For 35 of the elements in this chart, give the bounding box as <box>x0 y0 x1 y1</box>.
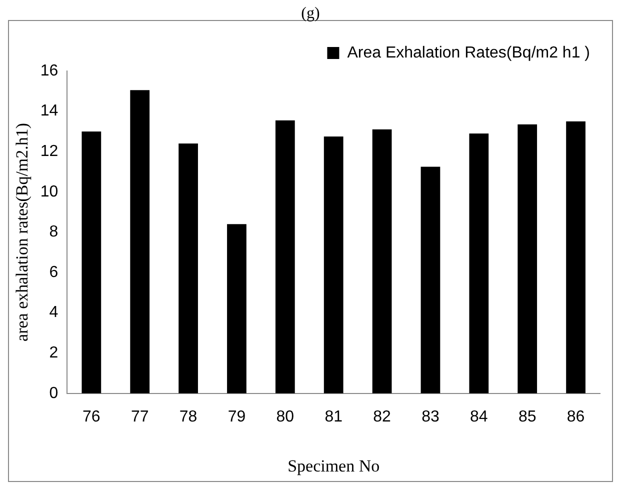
bar <box>275 120 295 394</box>
x-axis-title: Specimen No <box>288 456 380 476</box>
bar <box>324 136 344 394</box>
x-tick-label: 77 <box>130 408 149 426</box>
y-tick-label: 12 <box>40 143 58 160</box>
bar <box>227 224 246 394</box>
x-tick-label: 81 <box>324 408 343 426</box>
x-tick-label: 82 <box>373 408 392 426</box>
chart-title: (g) <box>300 5 321 22</box>
bar <box>130 90 150 394</box>
x-tick-label: 80 <box>276 408 294 426</box>
y-axis-title: area exhalation rates(Bq/m2.h1) <box>12 122 32 342</box>
bar <box>469 133 489 394</box>
x-tick-label: 78 <box>179 408 198 426</box>
legend-label: Area Exhalation Rates(Bq/m2 h1 ) <box>347 44 590 62</box>
bar <box>372 129 392 394</box>
y-tick-label: 8 <box>49 224 58 241</box>
y-tick-label: 14 <box>40 102 58 120</box>
y-tick-label: 0 <box>49 384 58 402</box>
bar <box>420 166 440 394</box>
x-tick-label: 79 <box>228 408 246 426</box>
x-tick-label: 85 <box>518 408 536 426</box>
y-tick-label: 2 <box>49 344 58 362</box>
x-tick-label: 83 <box>422 408 440 426</box>
y-tick-label: 4 <box>49 304 58 322</box>
y-tick-label: 16 <box>40 62 58 80</box>
y-tick-label: 10 <box>40 183 58 200</box>
bar <box>82 131 102 394</box>
x-tick-label: 76 <box>82 408 100 426</box>
y-tick-label: 6 <box>49 264 58 281</box>
bar <box>566 121 586 394</box>
bar <box>178 144 198 394</box>
bar <box>518 124 538 394</box>
x-tick-label: 84 <box>470 408 488 426</box>
x-tick-label: 86 <box>566 408 585 426</box>
